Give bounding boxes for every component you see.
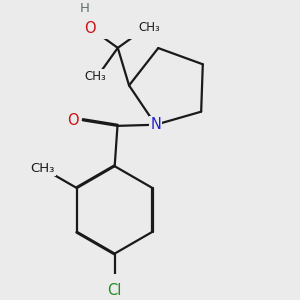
Text: N: N: [150, 117, 161, 132]
Text: CH₃: CH₃: [84, 70, 106, 83]
Text: H: H: [80, 2, 90, 15]
Text: CH₃: CH₃: [31, 162, 55, 175]
Text: O: O: [85, 21, 96, 36]
Text: CH₃: CH₃: [139, 21, 160, 34]
Text: O: O: [67, 113, 79, 128]
Text: Cl: Cl: [107, 283, 122, 298]
